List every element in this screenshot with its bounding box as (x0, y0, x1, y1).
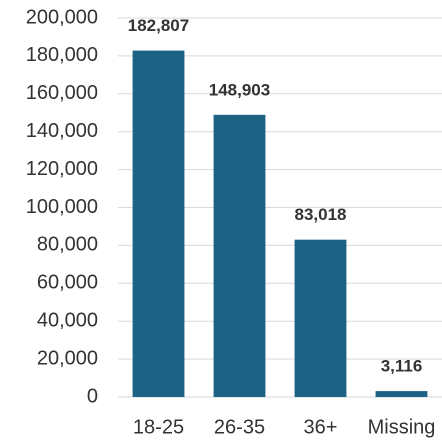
y-tick-label: 140,000 (26, 120, 98, 142)
bar (375, 391, 428, 397)
x-tick-label: 36+ (304, 416, 338, 438)
bar (132, 50, 185, 397)
y-tick-label: 160,000 (26, 82, 98, 104)
x-tick-label: 26-35 (214, 416, 265, 438)
value-label: 148,903 (209, 80, 270, 99)
value-label: 3,116 (381, 357, 423, 376)
x-tick-label: Missing (368, 416, 436, 438)
x-tick-label: 18-25 (133, 416, 184, 438)
y-tick-label: 80,000 (37, 234, 98, 256)
y-tick-label: 60,000 (37, 272, 98, 294)
value-label: 182,807 (128, 16, 189, 35)
bar (294, 239, 347, 397)
y-tick-label: 40,000 (37, 309, 98, 331)
y-tick-label: 200,000 (26, 6, 98, 28)
y-tick-label: 120,000 (26, 158, 98, 180)
y-tick-label: 180,000 (26, 44, 98, 66)
y-tick-label: 20,000 (37, 347, 98, 369)
value-label: 83,018 (295, 205, 347, 224)
bar (213, 114, 266, 398)
y-tick-label: 0 (87, 385, 98, 407)
y-tick-label: 100,000 (26, 196, 98, 218)
